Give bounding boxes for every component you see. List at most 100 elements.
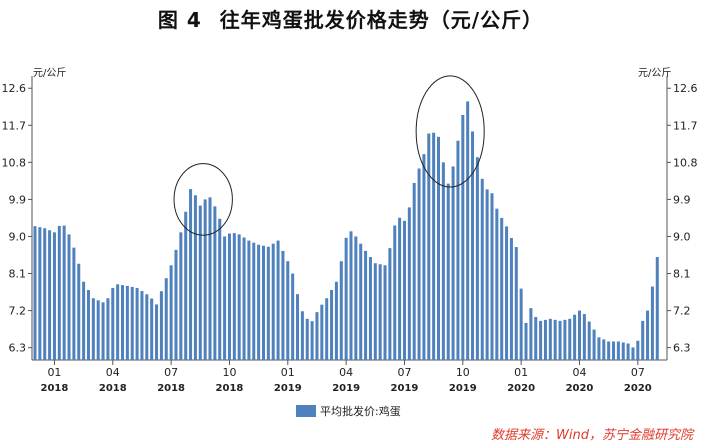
bar [534, 317, 538, 360]
bar [330, 290, 334, 360]
bar [373, 263, 377, 360]
bar [519, 288, 523, 360]
bar [422, 154, 426, 360]
x-tick-year-label: 2020 [566, 383, 594, 394]
bar [485, 189, 489, 361]
bar [505, 226, 509, 360]
bar [82, 281, 86, 360]
legend-swatch [296, 405, 316, 417]
bar [354, 236, 358, 360]
bar [169, 265, 173, 360]
bar [213, 206, 217, 360]
y-unit-right: 元/公斤 [638, 67, 671, 79]
bar [96, 300, 100, 360]
bar [582, 314, 586, 360]
bar [130, 286, 134, 360]
bar [261, 245, 265, 360]
bar [451, 166, 455, 360]
bar [296, 294, 300, 360]
bar [587, 321, 591, 360]
y-tick-label-right: 10.8 [673, 156, 698, 169]
bar [334, 281, 338, 360]
bar [500, 217, 504, 360]
title-text: 往年鸡蛋批发价格走势（元/公斤） [219, 8, 544, 32]
bar [72, 247, 76, 360]
y-tick-label-left: 10.8 [2, 156, 27, 169]
x-tick-month-label: 07 [164, 366, 178, 379]
bar [159, 291, 163, 360]
y-ticks: 6.3 6.3 7.2 7.2 8.1 8.1 9.0 9.0 9.9 9.9 10.8 10.8 11… [2, 82, 698, 354]
bar [368, 257, 372, 360]
x-tick-year-label: 2019 [449, 383, 477, 394]
bar [529, 308, 533, 360]
source-note: 数据来源：Wind，苏宁金融研究院 [491, 428, 693, 443]
bar [57, 225, 61, 360]
bar [291, 273, 295, 360]
bar [437, 136, 441, 360]
x-tick-year-label: 2020 [624, 383, 652, 394]
bar [111, 287, 115, 360]
bar [315, 312, 319, 360]
x-tick-month-label: 10 [222, 366, 236, 379]
chart-title: 图 4 往年鸡蛋批发价格走势（元/公斤） [0, 4, 701, 33]
bar [125, 285, 129, 360]
bar [140, 291, 144, 360]
bar [402, 220, 406, 360]
bar [101, 302, 105, 360]
y-tick-label-left: 12.6 [2, 82, 27, 95]
bar [276, 240, 280, 360]
y-tick-label-left: 8.1 [9, 268, 27, 281]
bar [320, 304, 324, 360]
bar [48, 230, 52, 360]
x-tick-month-label: 04 [339, 366, 353, 379]
bar [349, 231, 353, 360]
y-tick-label-right: 9.0 [673, 230, 691, 243]
x-tick-year-label: 2018 [157, 383, 185, 394]
y-unit-left: 元/公斤 [33, 67, 66, 79]
y-tick-label-right: 12.6 [673, 82, 698, 95]
bar [461, 115, 465, 360]
y-tick-label-right: 8.1 [673, 268, 691, 281]
bar [227, 233, 231, 360]
bar [475, 157, 479, 360]
bar [208, 197, 212, 360]
bar [77, 263, 81, 360]
bar [286, 261, 290, 360]
bar [364, 250, 368, 360]
bar [446, 183, 450, 360]
y-tick-label-left: 9.0 [9, 230, 27, 243]
bar [563, 319, 567, 360]
bar [592, 329, 596, 360]
bar [636, 340, 640, 360]
bar [325, 298, 329, 360]
y-tick-label-left: 6.3 [9, 342, 27, 355]
bar [495, 208, 499, 360]
x-tick-month-label: 01 [514, 366, 528, 379]
bar [257, 244, 261, 360]
bar [597, 337, 601, 360]
bar [174, 249, 178, 360]
bar [155, 304, 159, 360]
bar [631, 347, 635, 360]
bar [198, 205, 202, 360]
annotation-ellipse [173, 163, 233, 236]
bar [189, 189, 193, 360]
bar [573, 314, 577, 360]
bar [310, 321, 314, 360]
bar [621, 342, 625, 360]
bar [612, 341, 616, 360]
bar [106, 298, 110, 360]
bar [179, 232, 183, 360]
bar [247, 240, 251, 360]
bar [393, 225, 397, 360]
y-tick-label-right: 7.2 [673, 305, 691, 318]
x-tick-month-label: 10 [456, 366, 470, 379]
bar [577, 310, 581, 360]
x-ticks: 01 2018 04 2018 07 2018 10 2018 01 2019 04 2019 07 20… [41, 360, 652, 394]
bar [383, 265, 387, 360]
bar [359, 243, 363, 360]
bar [38, 227, 42, 360]
bar [466, 101, 470, 360]
bar [232, 233, 236, 361]
